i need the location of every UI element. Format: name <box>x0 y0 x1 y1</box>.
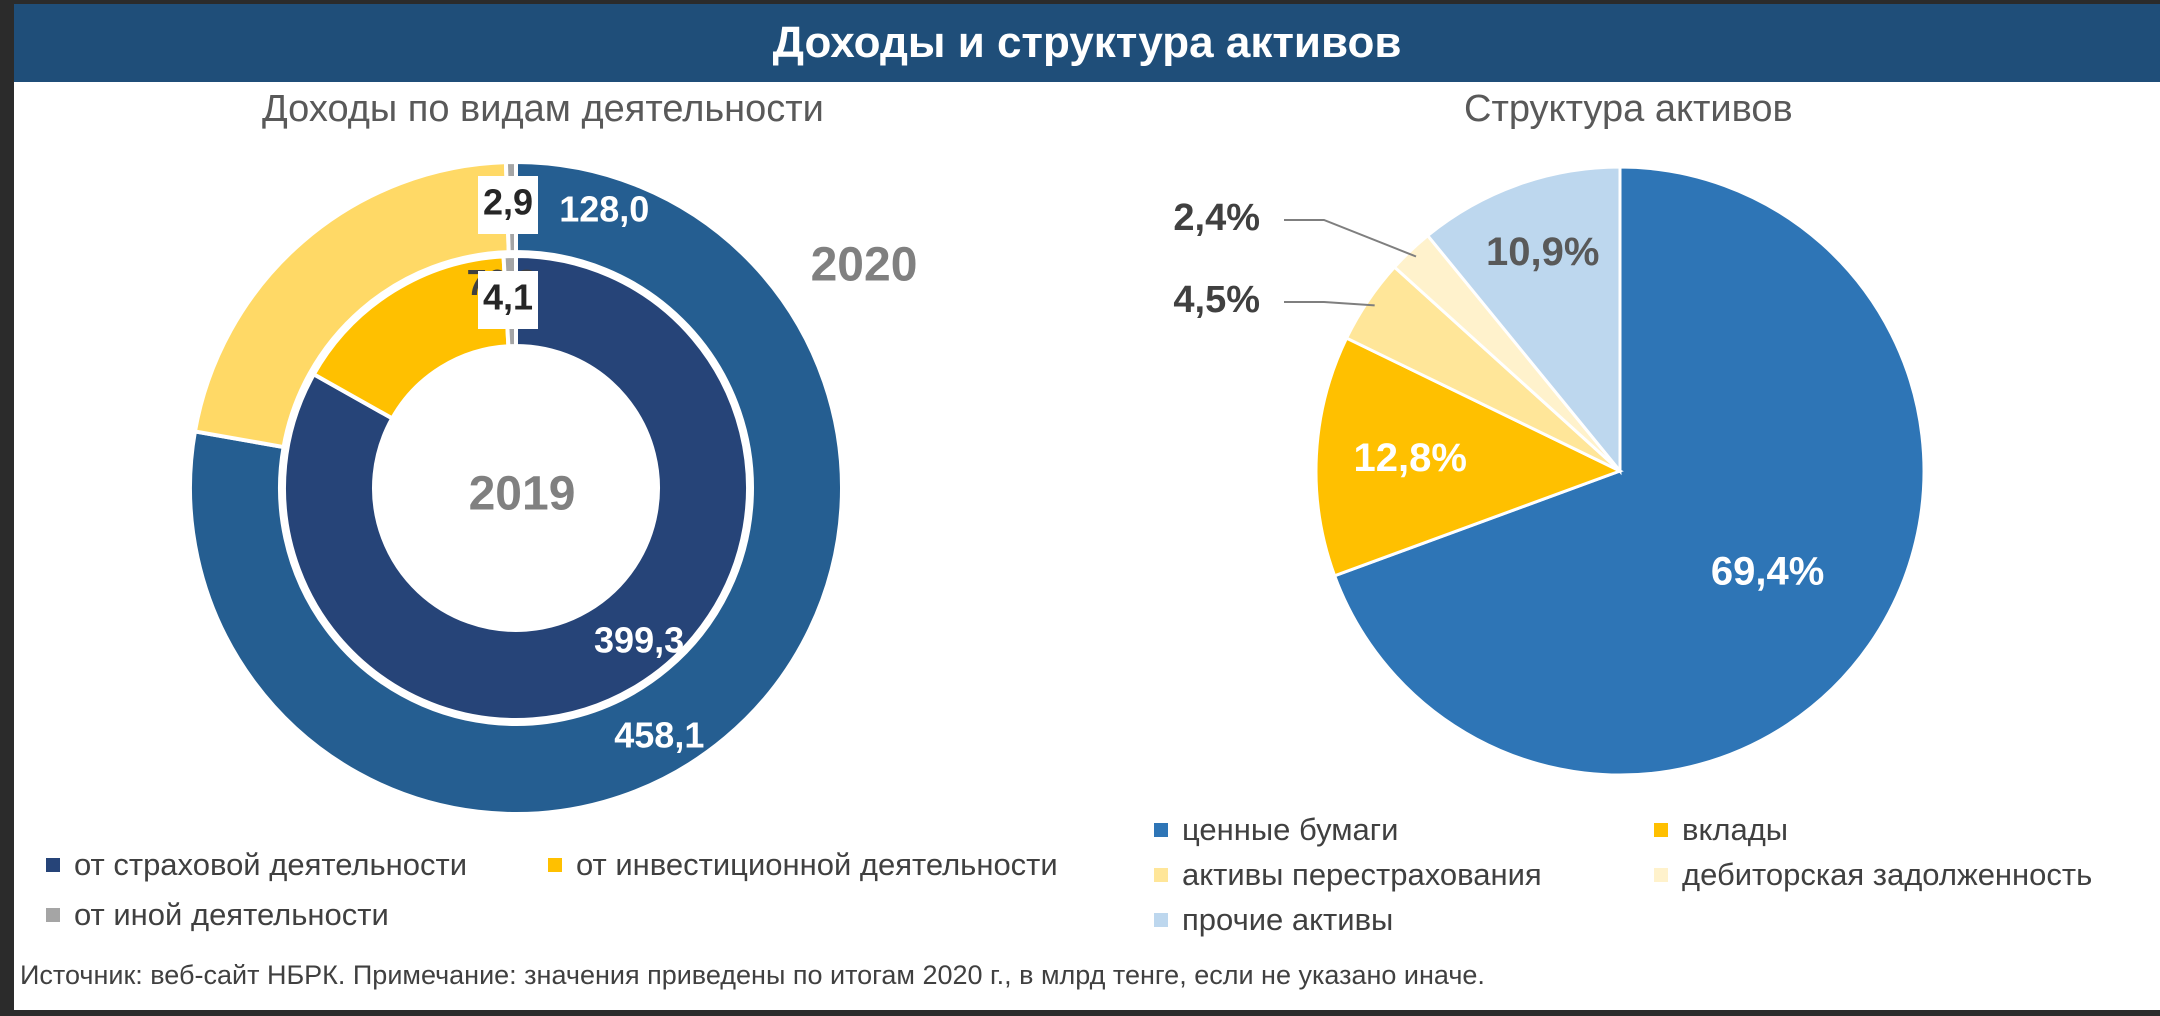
series-label-2019: 2019 <box>469 468 576 521</box>
legend-swatch-reinsurance <box>1154 868 1168 882</box>
legend-label-other-assets: прочие активы <box>1182 902 1394 937</box>
legend-label-reinsurance: активы перестрахования <box>1182 857 1542 892</box>
legend-item-other-activity: от иной деятельности <box>46 897 389 933</box>
legend-swatch-other-activity <box>46 908 60 922</box>
title-banner: Доходы и структура активов <box>14 4 2160 82</box>
legend-item-receivables: дебиторская задолженность <box>1654 857 2092 893</box>
legend-swatch-investment <box>548 858 562 872</box>
assets-slice-прочие-активы <box>1425 165 1622 476</box>
income-2019-label-от-иной-деятельности: 4,1 <box>483 277 533 318</box>
legend-swatch-insurance <box>46 858 60 872</box>
infographic-card: Доходы и структура активов Доходы по вид… <box>14 4 2160 1010</box>
legend-label-insurance: от страховой деятельности <box>74 847 468 882</box>
income-chart-subtitle: Доходы по видам деятельности <box>262 88 824 130</box>
legend-item-other-assets: прочие активы <box>1154 902 1393 938</box>
income-2020-label-box-от-иной-деятельности <box>478 176 538 234</box>
charts-canvas: 458,1128,02,9399,376,84,12020201969,4%12… <box>188 159 1926 816</box>
income-2020-label-от-инвестиционной-деятельности: 128,0 <box>559 188 649 229</box>
legend-swatch-securities <box>1154 823 1168 837</box>
legend-label-other-activity: от иной деятельности <box>74 897 389 932</box>
assets-slice-вклады <box>1314 336 1624 578</box>
legend-swatch-receivables <box>1654 868 1668 882</box>
income-2019-label-от-страховой-деятельности: 399,3 <box>594 620 684 661</box>
assets-leader-дебиторская-задолженность <box>1284 219 1417 258</box>
assets-label-прочие-активы: 10,9% <box>1486 230 1599 274</box>
assets-label-ценные-бумаги: 69,4% <box>1711 550 1824 594</box>
legend-label-deposits: вклады <box>1682 812 1789 847</box>
income-2019-slice-от-страховой-деятельности <box>282 253 750 722</box>
legend-label-investment: от инвестиционной деятельности <box>576 847 1058 882</box>
legend-label-receivables: дебиторская задолженность <box>1682 857 2093 892</box>
legend-swatch-other-assets <box>1154 913 1168 927</box>
legend-item-insurance: от страховой деятельности <box>46 847 467 883</box>
assets-label-дебиторская-задолженность: 2,4% <box>1173 197 1260 239</box>
income-2020-slice-от-страховой-деятельности <box>188 159 844 816</box>
series-label-2020: 2020 <box>811 239 918 292</box>
assets-label-активы-перестрахования: 4,5% <box>1173 279 1260 321</box>
income-2019-label-box-от-иной-деятельности <box>478 271 538 329</box>
legend-label-securities: ценные бумаги <box>1182 812 1399 847</box>
assets-chart-subtitle: Структура активов <box>1464 88 1793 130</box>
assets-leader-активы-перестрахования <box>1284 301 1375 307</box>
income-2020-label-от-иной-деятельности: 2,9 <box>483 182 533 223</box>
legend-item-securities: ценные бумаги <box>1154 812 1398 848</box>
assets-label-вклады: 12,8% <box>1354 436 1467 480</box>
legend-item-investment: от инвестиционной деятельности <box>548 847 1058 883</box>
legend-item-reinsurance: активы перестрахования <box>1154 857 1542 893</box>
assets-slice-ценные-бумаги <box>1332 165 1926 777</box>
income-2020-label-от-страховой-деятельности: 458,1 <box>614 714 704 755</box>
banner-title: Доходы и структура активов <box>772 18 1402 67</box>
legend-swatch-deposits <box>1654 823 1668 837</box>
source-note: Источник: веб-сайт НБРК. Примечание: зна… <box>20 960 1485 990</box>
legend-item-deposits: вклады <box>1654 812 1788 848</box>
